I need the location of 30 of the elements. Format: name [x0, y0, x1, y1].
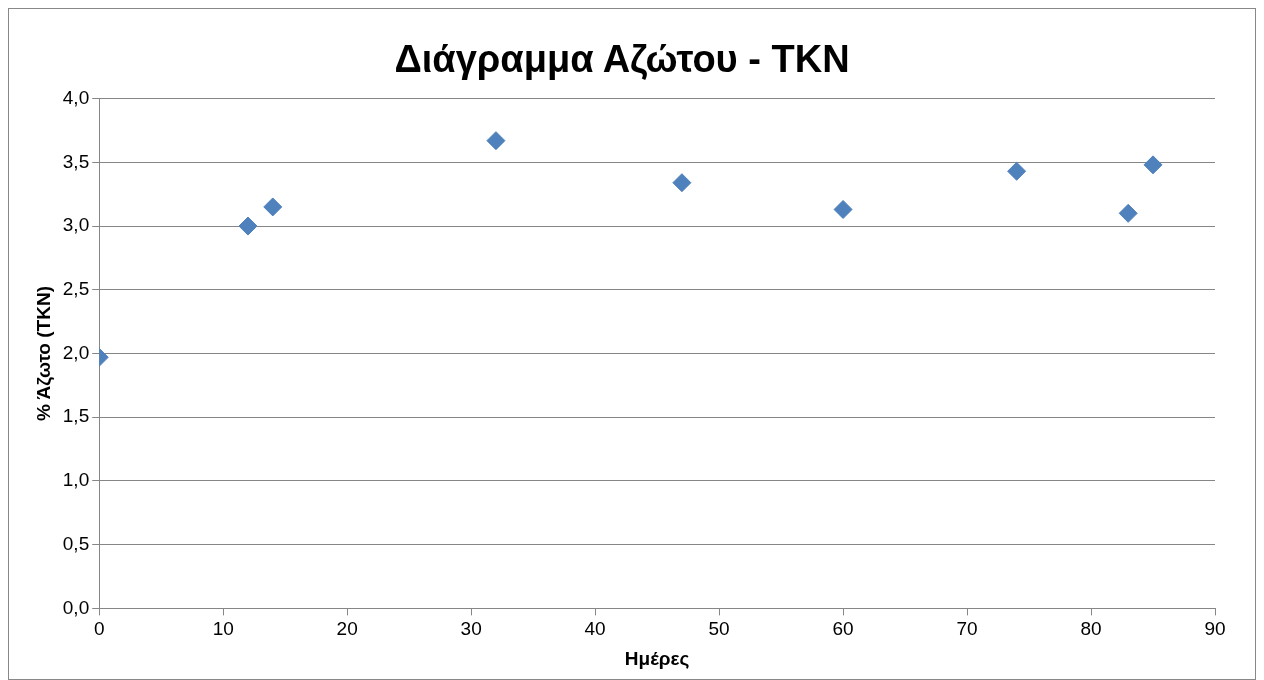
y-axis-title: % Άζωτο (TKN): [32, 286, 55, 421]
point: [263, 197, 283, 217]
x-axis-title: Ημέρες: [624, 647, 690, 669]
point: [1118, 203, 1138, 223]
x-tick-label: 70: [956, 618, 978, 640]
y-tick-label: 0,5: [62, 532, 90, 554]
point: [833, 199, 853, 219]
x-tick-label: 10: [212, 618, 234, 640]
point: [1007, 161, 1027, 181]
y-tick-label: 4,0: [62, 86, 90, 108]
y-tick-label: 1,5: [62, 405, 90, 427]
chart-title: Διάγραμμα Αζώτου - TKN: [394, 38, 850, 81]
x-tick-label: 50: [708, 618, 730, 640]
x-tick-label: 0: [93, 618, 105, 640]
y-tick-label: 3,5: [62, 150, 90, 172]
y-tick-label: 0,0: [62, 596, 90, 618]
x-tick-label: 90: [1204, 618, 1226, 640]
point: [672, 173, 692, 193]
x-tick-label: 60: [832, 618, 854, 640]
y-tick-label: 2,5: [62, 278, 90, 300]
x-tick-label: 30: [460, 618, 482, 640]
point: [1143, 155, 1163, 175]
y-tick-label: 3,0: [62, 214, 90, 236]
x-tick-label: 40: [584, 618, 606, 640]
y-tick-label: 1,0: [62, 469, 90, 491]
x-tick-label: 20: [336, 618, 358, 640]
y-tick-label: 2,0: [62, 341, 90, 363]
point: [486, 131, 506, 151]
point: [238, 216, 258, 236]
x-tick-label: 80: [1080, 618, 1102, 640]
